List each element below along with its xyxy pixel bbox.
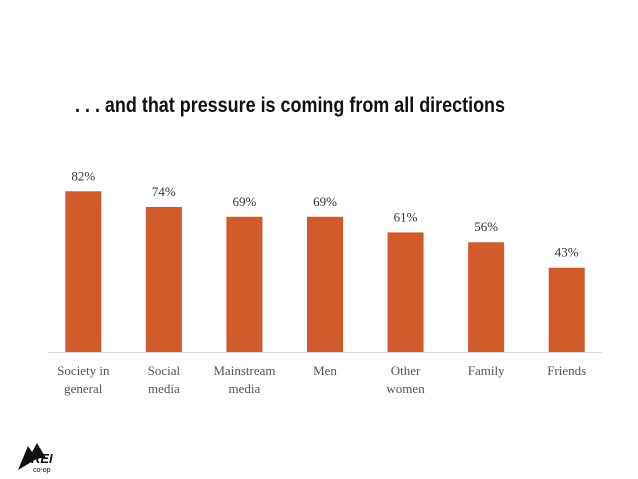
logo: REI co-op: [18, 443, 53, 474]
chart-title: . . . and that pressure is coming from a…: [75, 94, 505, 117]
x-tick-label: Society in general: [57, 363, 110, 396]
bar: [468, 242, 505, 352]
x-tick-label: Family: [468, 363, 505, 378]
data-label: 74%: [152, 184, 176, 199]
data-label: 69%: [313, 194, 337, 209]
bar: [307, 216, 343, 352]
logo-text: REI: [31, 451, 53, 466]
data-label: 56%: [474, 219, 498, 234]
x-tick-label: Social media: [148, 363, 181, 396]
data-label: 82%: [71, 168, 95, 183]
logo-subtext: co-op: [33, 467, 51, 474]
data-label: 43%: [555, 245, 579, 260]
x-tick-label: Other women: [386, 363, 425, 396]
bar: [226, 216, 263, 352]
x-tick-label: Men: [313, 363, 337, 378]
bar: [145, 206, 182, 352]
data-label: 69%: [233, 194, 257, 209]
bar: [65, 191, 102, 352]
bar: [548, 267, 585, 352]
bar: [387, 232, 424, 352]
x-tick-label: Friends: [547, 363, 586, 378]
x-tick-label: Mainstream media: [213, 363, 275, 396]
data-label: 61%: [394, 209, 418, 224]
logo-mountain: [18, 443, 46, 470]
